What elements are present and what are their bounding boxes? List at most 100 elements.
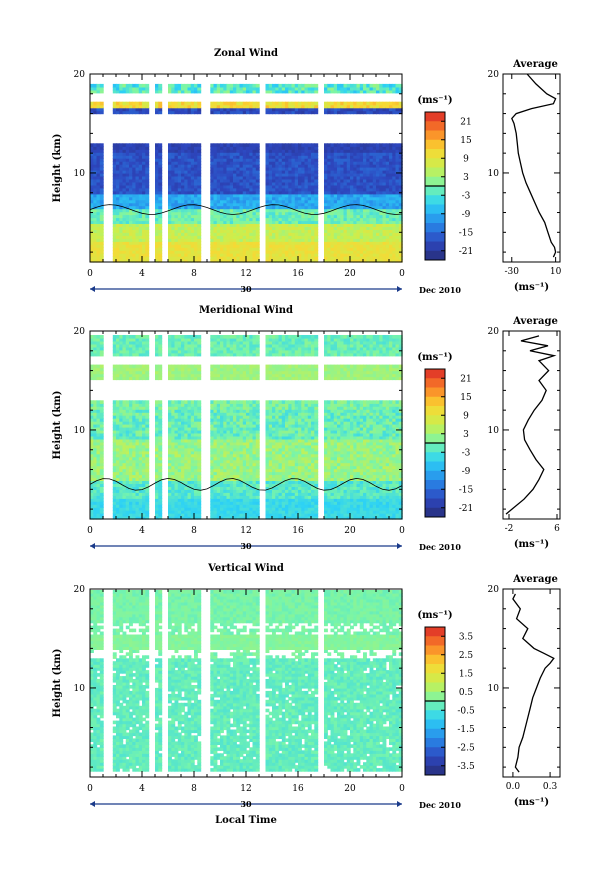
colorbar-tick-label: -21 — [459, 504, 474, 514]
x-tick-label: 12 — [240, 784, 251, 794]
date-marker: 30 — [240, 799, 252, 809]
colorbar-tick-label: -15 — [459, 228, 474, 238]
x-tick-label: 4 — [139, 269, 145, 279]
date-marker: 30 — [240, 284, 252, 294]
x-tick-label: 8 — [191, 784, 197, 794]
profile-x-tick-label: 6 — [554, 524, 560, 534]
colorbar-tick-label: 1.5 — [459, 669, 474, 679]
y-axis-label: Height (km) — [52, 134, 63, 203]
heatmap-field — [90, 335, 403, 520]
chart-title: Vertical Wind — [207, 563, 284, 574]
colorbar-tick-label: -3 — [462, 191, 471, 201]
colorbar-tick-label: 3 — [463, 173, 469, 183]
colorbar-tick-label: 9 — [463, 154, 469, 164]
date-label: Dec 2010 — [419, 800, 461, 810]
y-tick-label: 10 — [74, 426, 86, 436]
y-axis: 10 20 — [74, 585, 402, 768]
colorbar-tick-label: 3.5 — [459, 632, 474, 642]
date-indicator: 30 Dec 2010 — [90, 799, 461, 810]
colorbar-unit: (ms⁻¹) — [417, 610, 452, 621]
chart-title: Meridional Wind — [199, 305, 293, 316]
x-tick-label: 0 — [87, 784, 93, 794]
colorbar-tick-label: 9 — [463, 411, 469, 421]
profile-x-tick-label: -30 — [505, 267, 520, 277]
profile-y-tick-label: 10 — [488, 684, 500, 694]
y-tick-label: 20 — [74, 585, 86, 595]
colorbar: (ms⁻¹) 21 15 9 3 -3 -9 -15 -21 — [417, 352, 474, 518]
profile-y-tick-label: 20 — [488, 70, 500, 80]
panel-meridional: Meridional Wind 0 4 8 12 16 20 0 10 20 Height (km)… — [52, 305, 561, 552]
average-profile: Average 10 20 -2 6 (ms⁻¹) — [488, 316, 561, 550]
colorbar-tick-label: -15 — [459, 485, 474, 495]
date-label: Dec 2010 — [419, 542, 461, 552]
colorbar-tick-label: 15 — [460, 393, 472, 403]
profile-title: Average — [512, 59, 558, 70]
colorbar-tick-label: 21 — [460, 374, 471, 384]
colorbar-tick-label: 0.5 — [459, 688, 474, 698]
profile-frame — [502, 330, 561, 520]
colorbar-tick-label: 21 — [460, 117, 471, 127]
x-tick-label: 20 — [344, 526, 356, 536]
date-indicator: 30 Dec 2010 — [90, 541, 461, 552]
colorbar-tick-label: 3 — [463, 430, 469, 440]
colorbar-tick-label: -3.5 — [457, 762, 475, 772]
date-indicator: 30 Dec 2010 — [90, 284, 461, 295]
colorbar-tick-label: -2.5 — [457, 743, 475, 753]
y-axis: 10 20 — [74, 327, 402, 510]
x-tick-label: 16 — [292, 784, 304, 794]
y-tick-label: 10 — [74, 169, 86, 179]
x-tick-label: 0 — [399, 784, 405, 794]
zero-contour — [89, 477, 403, 491]
average-profile: Average 10 20 0.0 0.3 (ms⁻¹) — [488, 574, 561, 808]
colorbar-tick-label: -21 — [459, 247, 474, 257]
date-marker: 30 — [240, 541, 252, 551]
x-tick-label: 0 — [399, 526, 405, 536]
y-tick-label: 10 — [74, 684, 86, 694]
y-axis-label: Height (km) — [52, 649, 63, 718]
colorbar-tick-label: -9 — [462, 467, 471, 477]
profile-frame — [502, 588, 561, 778]
profile-x-label: (ms⁻¹) — [514, 539, 549, 550]
y-axis: 10 20 — [74, 70, 402, 253]
profile-x-label: (ms⁻¹) — [514, 797, 549, 808]
panel-zonal: Zonal Wind 0 4 8 12 16 20 0 10 20 Height (km) 30 Dec… — [52, 48, 562, 295]
x-tick-label: 16 — [292, 269, 304, 279]
colorbar-unit: (ms⁻¹) — [417, 95, 452, 106]
x-tick-label: 20 — [344, 269, 356, 279]
colorbar: (ms⁻¹) 21 15 9 3 -3 -9 -15 -21 — [417, 95, 474, 261]
date-label: Dec 2010 — [419, 285, 461, 295]
colorbar-tick-label: -9 — [462, 210, 471, 220]
x-tick-label: 4 — [139, 784, 145, 794]
x-tick-label: 12 — [240, 526, 251, 536]
heatmap-field — [90, 590, 403, 772]
profile-y-tick-label: 20 — [488, 327, 500, 337]
y-axis-label: Height (km) — [52, 391, 63, 460]
y-tick-label: 20 — [74, 70, 86, 80]
profile-frame — [502, 73, 561, 263]
profile-x-tick-label: 0.3 — [543, 782, 558, 792]
x-axis: 0 4 8 12 16 20 0 — [87, 589, 405, 794]
panel-vertical: Vertical Wind 0 4 8 12 16 20 0 10 20 Height (km) 30… — [52, 563, 561, 826]
heatmap-field — [90, 83, 403, 263]
zero-contour — [89, 204, 403, 215]
x-tick-label: 20 — [344, 784, 356, 794]
profile-title: Average — [512, 574, 558, 585]
colorbar-tick-label: 15 — [460, 136, 472, 146]
profile-line — [505, 335, 557, 515]
x-axis: 0 4 8 12 16 20 0 — [87, 331, 405, 536]
x-tick-label: 12 — [240, 269, 251, 279]
x-tick-label: 0 — [87, 526, 93, 536]
profile-x-tick-label: 0.0 — [506, 782, 521, 792]
x-tick-label: 4 — [139, 526, 145, 536]
y-tick-label: 20 — [74, 327, 86, 337]
colorbar: (ms⁻¹) 3.5 2.5 1.5 0.5 -0.5 -1.5 -2.5 -3.5 — [417, 610, 475, 776]
profile-y-tick-label: 10 — [488, 426, 500, 436]
colorbar-unit: (ms⁻¹) — [417, 352, 452, 363]
profile-title: Average — [512, 316, 558, 327]
x-axis: 0 4 8 12 16 20 0 — [87, 74, 405, 279]
chart-title: Zonal Wind — [214, 48, 278, 59]
profile-x-label: (ms⁻¹) — [514, 282, 549, 293]
x-tick-label: 8 — [191, 269, 197, 279]
colorbar-tick-label: -3 — [462, 448, 471, 458]
